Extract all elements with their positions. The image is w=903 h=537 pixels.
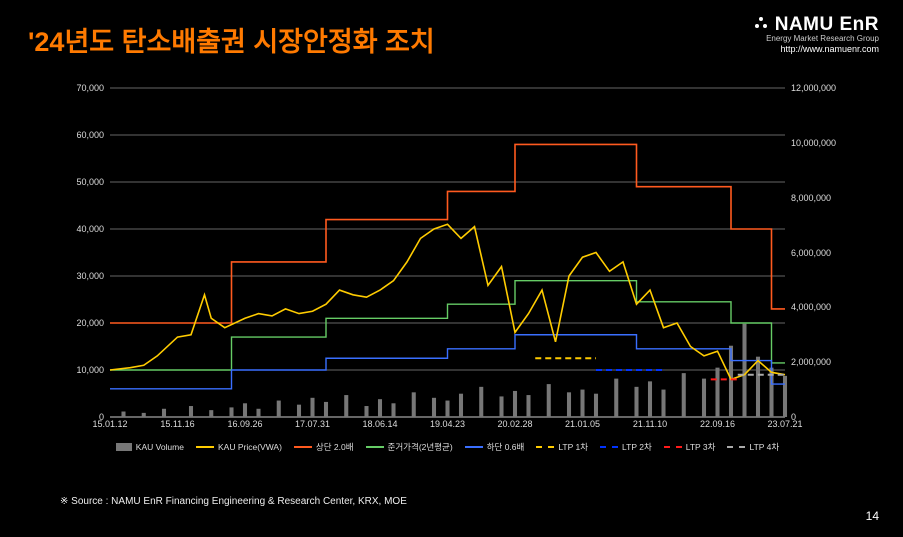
y-left-tick: 10,000 bbox=[76, 365, 104, 375]
legend-swatch bbox=[536, 446, 554, 448]
legend-item: LTP 4차 bbox=[727, 441, 779, 453]
legend-swatch bbox=[664, 446, 682, 448]
legend-item: KAU Volume bbox=[116, 441, 184, 453]
legend-swatch bbox=[294, 446, 312, 448]
legend-label: LTP 1차 bbox=[558, 441, 588, 453]
x-tick: 20.02.28 bbox=[497, 419, 532, 429]
y-right-tick: 6,000,000 bbox=[791, 248, 831, 258]
y-right-tick: 12,000,000 bbox=[791, 83, 836, 93]
logo-name: NAMU EnR bbox=[775, 14, 879, 35]
x-tick: 19.04.23 bbox=[430, 419, 465, 429]
legend-item: LTP 1차 bbox=[536, 441, 588, 453]
logo-block: NAMU EnR Energy Market Research Group ht… bbox=[754, 14, 879, 54]
y-left-tick: 50,000 bbox=[76, 177, 104, 187]
logo-icon bbox=[754, 16, 768, 35]
y-axis-left: 010,00020,00030,00040,00050,00060,00070,… bbox=[60, 88, 108, 417]
legend-swatch bbox=[196, 446, 214, 448]
y-right-tick: 8,000,000 bbox=[791, 193, 831, 203]
y-right-tick: 2,000,000 bbox=[791, 357, 831, 367]
x-tick: 22.09.16 bbox=[700, 419, 735, 429]
chart-container: 010,00020,00030,00040,00050,00060,00070,… bbox=[60, 76, 843, 457]
plot-area bbox=[110, 88, 785, 417]
y-left-tick: 60,000 bbox=[76, 130, 104, 140]
source-note: ※ Source : NAMU EnR Financing Engineerin… bbox=[60, 496, 407, 507]
legend-item: LTP 3차 bbox=[664, 441, 716, 453]
legend-label: LTP 3차 bbox=[686, 441, 716, 453]
y-left-tick: 70,000 bbox=[76, 83, 104, 93]
y-axis-right: 02,000,0004,000,0006,000,0008,000,00010,… bbox=[787, 88, 843, 417]
y-left-tick: 30,000 bbox=[76, 271, 104, 281]
legend-label: LTP 4차 bbox=[749, 441, 779, 453]
x-tick: 21.01.05 bbox=[565, 419, 600, 429]
y-left-tick: 20,000 bbox=[76, 318, 104, 328]
x-tick: 17.07.31 bbox=[295, 419, 330, 429]
x-tick: 16.09.26 bbox=[227, 419, 262, 429]
legend-item: LTP 2차 bbox=[600, 441, 652, 453]
x-tick: 18.06.14 bbox=[362, 419, 397, 429]
legend-item: 준거가격(2년평균) bbox=[366, 441, 453, 453]
legend-swatch bbox=[116, 443, 132, 451]
chart-legend: KAU Volume KAU Price(VWA) 상단 2.0배 준거가격(2년평균… bbox=[110, 441, 785, 453]
legend-item: 하단 0.6배 bbox=[465, 441, 525, 453]
x-tick: 15.01.12 bbox=[92, 419, 127, 429]
y-left-tick: 40,000 bbox=[76, 224, 104, 234]
x-axis: 15.01.1215.11.1616.09.2617.07.3118.06.14… bbox=[110, 419, 785, 433]
legend-swatch bbox=[366, 446, 384, 448]
legend-label: 준거가격(2년평균) bbox=[388, 441, 453, 453]
legend-label: 상단 2.0배 bbox=[316, 441, 354, 453]
legend-item: KAU Price(VWA) bbox=[196, 441, 282, 453]
legend-label: KAU Price(VWA) bbox=[218, 442, 282, 452]
legend-item: 상단 2.0배 bbox=[294, 441, 354, 453]
logo-url: http://www.namuenr.com bbox=[754, 44, 879, 54]
x-tick: 21.11.10 bbox=[633, 419, 667, 429]
y-right-tick: 10,000,000 bbox=[791, 138, 836, 148]
page-number: 14 bbox=[866, 509, 879, 523]
y-right-tick: 4,000,000 bbox=[791, 302, 831, 312]
x-tick: 15.11.16 bbox=[160, 419, 194, 429]
legend-label: 하단 0.6배 bbox=[487, 441, 525, 453]
page-title: '24년도 탄소배출권 시장안정화 조치 bbox=[28, 20, 435, 59]
logo-subtitle: Energy Market Research Group bbox=[754, 34, 879, 43]
legend-label: KAU Volume bbox=[136, 442, 184, 452]
legend-label: LTP 2차 bbox=[622, 441, 652, 453]
legend-swatch bbox=[465, 446, 483, 448]
legend-swatch bbox=[600, 446, 618, 448]
legend-swatch bbox=[727, 446, 745, 448]
x-tick: 23.07.21 bbox=[767, 419, 802, 429]
